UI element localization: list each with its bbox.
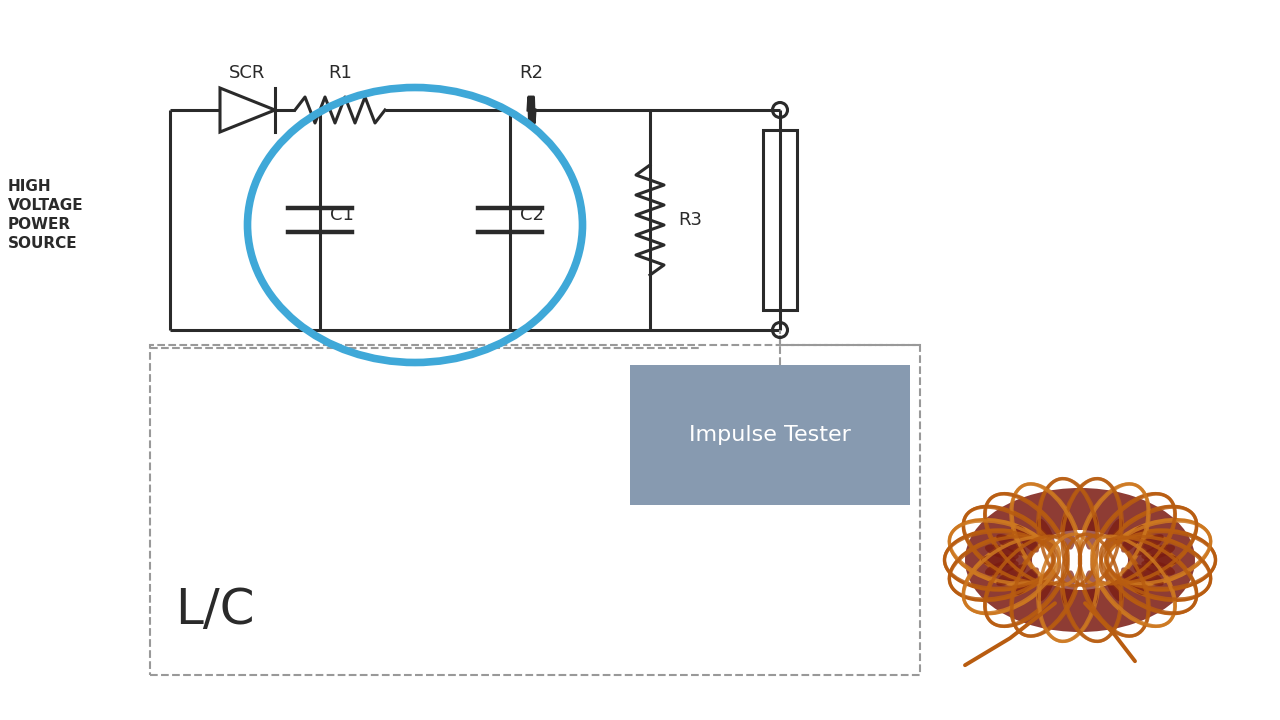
Ellipse shape: [1142, 544, 1175, 559]
Bar: [150, 345, 920, 675]
Text: L/C: L/C: [175, 586, 255, 634]
Ellipse shape: [1037, 518, 1055, 551]
Ellipse shape: [1014, 525, 1039, 552]
Ellipse shape: [1014, 567, 1039, 595]
Ellipse shape: [996, 564, 1027, 586]
Ellipse shape: [984, 544, 1019, 559]
Text: SCR: SCR: [229, 64, 266, 82]
Ellipse shape: [1085, 570, 1098, 605]
Ellipse shape: [1121, 525, 1146, 552]
Ellipse shape: [965, 488, 1196, 632]
Ellipse shape: [1144, 554, 1179, 566]
Ellipse shape: [1142, 560, 1175, 575]
Text: C1: C1: [330, 206, 353, 224]
Ellipse shape: [1105, 518, 1123, 551]
Ellipse shape: [980, 554, 1016, 566]
Text: R2: R2: [520, 64, 544, 82]
Ellipse shape: [1085, 515, 1098, 549]
Bar: [763, 130, 797, 310]
Text: C2: C2: [520, 206, 544, 224]
Ellipse shape: [996, 534, 1027, 556]
Text: Impulse Tester: Impulse Tester: [689, 425, 851, 445]
Text: HIGH
VOLTAGE
POWER
SOURCE: HIGH VOLTAGE POWER SOURCE: [8, 179, 83, 251]
Ellipse shape: [984, 560, 1019, 575]
Ellipse shape: [1134, 564, 1164, 586]
Ellipse shape: [1062, 570, 1075, 605]
Ellipse shape: [1121, 567, 1146, 595]
Ellipse shape: [1037, 570, 1055, 602]
FancyBboxPatch shape: [630, 365, 910, 505]
Text: R3: R3: [678, 211, 701, 229]
Ellipse shape: [1105, 570, 1123, 602]
Ellipse shape: [1134, 534, 1164, 556]
Ellipse shape: [1062, 515, 1075, 549]
Ellipse shape: [1032, 530, 1128, 590]
Text: R1: R1: [328, 64, 352, 82]
